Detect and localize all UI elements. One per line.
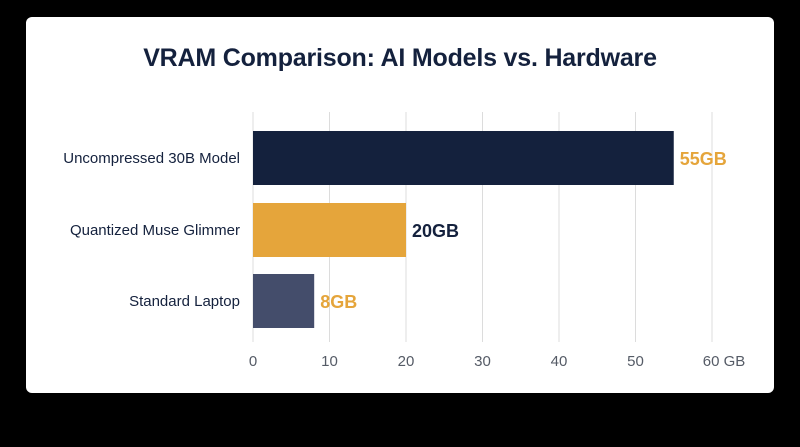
x-tick-label: 20 bbox=[398, 353, 415, 370]
bar bbox=[253, 203, 406, 257]
value-label: 8GB bbox=[320, 292, 357, 312]
x-tick-label: 40 bbox=[551, 353, 568, 370]
x-tick-label: 30 bbox=[474, 353, 491, 370]
value-label: 20GB bbox=[412, 221, 459, 241]
category-label: Standard Laptop bbox=[129, 293, 240, 310]
x-tick-label: 0 bbox=[249, 353, 257, 370]
category-label: Uncompressed 30B Model bbox=[63, 150, 240, 167]
category-label: Quantized Muse Glimmer bbox=[70, 222, 240, 239]
x-tick-label: 50 bbox=[627, 353, 644, 370]
x-tick-label: 10 bbox=[321, 353, 338, 370]
value-label: 55GB bbox=[680, 149, 727, 169]
x-axis-ticks: 0 10 20 30 40 50 60 GB bbox=[249, 353, 745, 370]
x-tick-label: 60 GB bbox=[703, 353, 746, 370]
label-layer: Uncompressed 30B Model 55GB Quantized Muse… bbox=[63, 149, 727, 312]
bar bbox=[253, 274, 315, 328]
chart-title: VRAM Comparison: AI Models vs. Hardware bbox=[143, 44, 657, 72]
bar-layer bbox=[253, 131, 674, 328]
bar bbox=[253, 131, 674, 185]
